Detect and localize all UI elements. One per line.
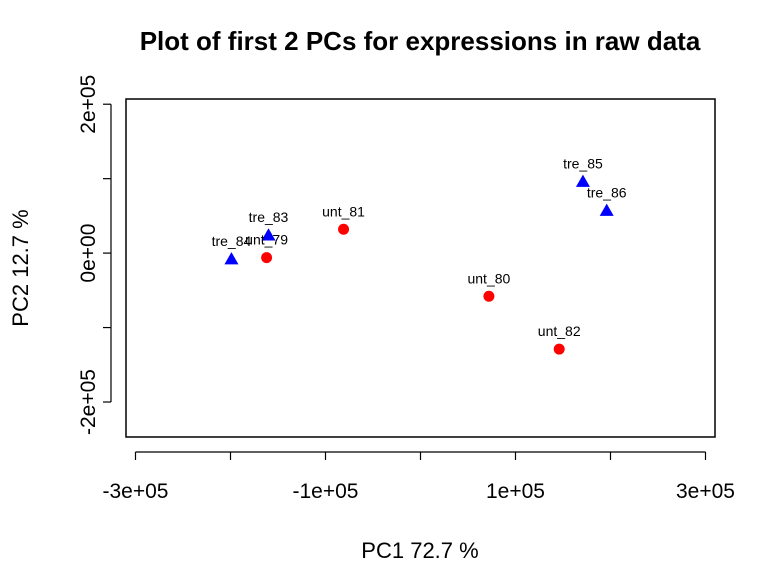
point-tre_84 — [224, 252, 239, 265]
x-tick-label: -1e+05 — [293, 480, 359, 503]
y-axis: -2e+05 0e+00 2e+05 — [77, 75, 112, 435]
point-label-unt_79: unt_79 — [245, 232, 288, 248]
x-axis-label: PC1 72.7 % — [361, 538, 478, 563]
point-unt_80 — [483, 290, 495, 302]
point-label-tre_84: tre_84 — [212, 233, 252, 249]
x-axis: -3e+05 -1e+05 1e+05 3e+05 — [103, 451, 735, 503]
point-label-tre_86: tre_86 — [587, 185, 627, 201]
x-tick-label: 3e+05 — [676, 480, 735, 503]
point-unt_81 — [338, 223, 350, 235]
data-points: tre_83 tre_84 tre_85 tre_86 unt_79 unt_80 unt_… — [212, 156, 627, 355]
point-unt_82 — [553, 343, 565, 355]
y-axis-label: PC2 12.7 % — [8, 209, 33, 326]
point-label-tre_85: tre_85 — [563, 156, 603, 172]
point-label-unt_80: unt_80 — [467, 270, 510, 286]
point-unt_79 — [261, 252, 273, 264]
point-label-unt_82: unt_82 — [538, 323, 581, 339]
point-label-tre_83: tre_83 — [249, 209, 289, 225]
x-tick-label: 1e+05 — [486, 480, 545, 503]
y-tick-label: -2e+05 — [77, 369, 100, 435]
point-tre_85 — [575, 174, 590, 187]
point-label-unt_81: unt_81 — [322, 203, 365, 219]
y-tick-label: 2e+05 — [77, 75, 100, 134]
plot-frame — [125, 98, 716, 438]
point-tre_83 — [261, 228, 276, 241]
x-tick-label: -3e+05 — [103, 480, 169, 503]
chart-title: Plot of first 2 PCs for expressions in r… — [140, 26, 701, 56]
point-tre_86 — [599, 203, 614, 216]
y-tick-label: 0e+00 — [77, 224, 100, 283]
